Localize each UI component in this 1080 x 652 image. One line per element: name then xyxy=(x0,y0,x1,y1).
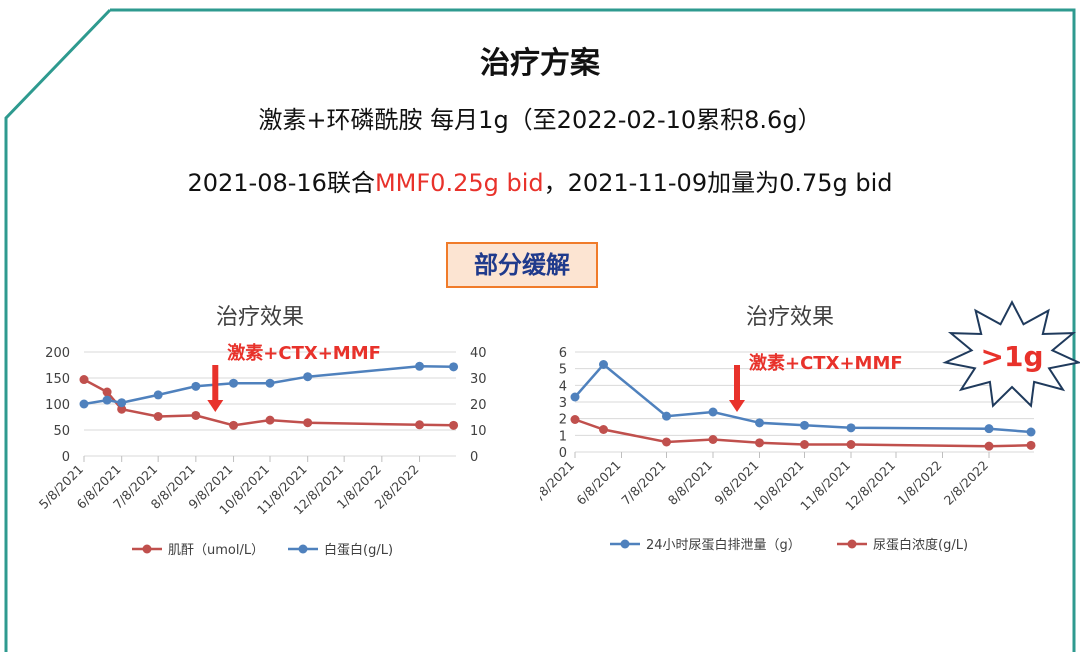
data-point xyxy=(984,424,994,434)
x-tick-label: 2/8/2022 xyxy=(941,458,991,508)
annotation-arrow xyxy=(729,365,745,412)
data-point xyxy=(117,404,127,414)
data-point xyxy=(102,395,112,405)
starburst-callout xyxy=(942,300,1080,408)
data-point xyxy=(229,420,239,430)
data-point xyxy=(265,415,275,425)
y-tick-label: 5 xyxy=(559,363,567,378)
legend-marker xyxy=(620,539,630,549)
data-point xyxy=(449,420,459,430)
legend-marker xyxy=(847,539,857,549)
y2-tick-label: 20 xyxy=(470,398,487,413)
chart-proteinuria: 治疗效果 0 12 3 45 6 5/8/20216/8/20217/8/20218/8/2… xyxy=(540,300,1080,553)
data-point xyxy=(755,418,764,428)
data-point xyxy=(229,378,239,388)
frame-border xyxy=(4,8,1076,652)
y2-tick-label: 30 xyxy=(470,372,487,387)
data-point xyxy=(449,362,459,372)
y-tick-label: 100 xyxy=(45,398,70,413)
y-tick-label: 1 xyxy=(559,429,567,444)
data-point xyxy=(599,425,608,434)
data-point xyxy=(265,378,275,388)
data-point xyxy=(755,438,764,448)
mmf-line-prefix: 2021-08-16联合 xyxy=(187,169,375,197)
legend-marker xyxy=(298,544,308,554)
legend-label: 白蛋白(g/L) xyxy=(324,542,393,558)
regimen-line: 激素+环磷酰胺 每月1g（至2022-02-10累积8.6g） xyxy=(258,106,822,134)
chart-title: 治疗效果 xyxy=(746,305,834,330)
legend-marker xyxy=(142,544,152,554)
data-point xyxy=(708,435,718,444)
data-point xyxy=(117,398,127,408)
y2-tick-label: 10 xyxy=(470,424,487,439)
partial-remission-badge: 部分缓解 xyxy=(446,242,598,288)
data-point xyxy=(800,440,809,449)
y-tick-label: 150 xyxy=(45,372,70,387)
y-tick-label: 0 xyxy=(559,446,567,461)
data-point xyxy=(846,440,856,449)
data-point xyxy=(191,410,201,420)
x-tick-label: 5/8/2021 xyxy=(540,458,577,508)
data-point xyxy=(79,375,89,385)
y-tick-label: 3 xyxy=(559,396,567,411)
callout-label: >1g xyxy=(981,340,1044,373)
data-point xyxy=(662,437,671,447)
y2-tick-label: 0 xyxy=(470,450,478,465)
mmf-line: 2021-08-16联合MMF0.25g bid，2021-11-09加量为0.… xyxy=(0,163,1080,198)
data-point xyxy=(708,407,718,417)
y-tick-label: 200 xyxy=(45,346,70,361)
annotation-label: 激素+CTX+MMF xyxy=(749,352,903,374)
data-point xyxy=(570,392,580,402)
data-point xyxy=(662,411,671,421)
mmf-highlight: MMF0.25g bid xyxy=(374,169,544,197)
data-point xyxy=(415,361,425,371)
data-point xyxy=(153,390,163,400)
data-point xyxy=(1026,427,1036,437)
slide-title: 治疗方案 xyxy=(480,46,600,81)
x-tick-label: 6/8/2021 xyxy=(573,458,623,508)
mmf-line-suffix: ，2021-11-09加量为0.75g bid xyxy=(543,169,893,197)
data-point xyxy=(800,420,809,430)
data-point xyxy=(79,399,89,409)
data-point xyxy=(102,387,112,397)
legend-label: 肌酐（umol/L） xyxy=(168,543,264,558)
data-point xyxy=(984,441,994,451)
legend-label: 24小时尿蛋白排泄量（g） xyxy=(646,537,801,553)
data-point xyxy=(153,411,163,421)
data-point xyxy=(191,381,201,391)
chart-title: 治疗效果 xyxy=(216,305,304,330)
y-tick-label: 4 xyxy=(559,379,567,394)
annotation-arrow xyxy=(207,365,224,412)
data-point xyxy=(415,420,425,430)
annotation-label: 激素+CTX+MMF xyxy=(227,342,381,364)
x-tick-label: 7/8/2021 xyxy=(618,458,668,508)
chart-creatinine-albumin: 治疗效果0501001502000102030405/8/20216/8/202… xyxy=(36,305,487,558)
y-tick-label: 6 xyxy=(559,346,567,361)
y-tick-label: 2 xyxy=(559,413,567,428)
legend-label: 尿蛋白浓度(g/L) xyxy=(873,537,968,553)
data-point xyxy=(303,372,313,382)
x-tick-label: 8/8/2021 xyxy=(665,458,715,508)
data-point xyxy=(1026,440,1036,450)
y-tick-label: 0 xyxy=(62,450,70,465)
data-point xyxy=(303,418,313,428)
y-tick-label: 50 xyxy=(53,424,70,439)
data-point xyxy=(846,423,856,433)
y2-tick-label: 40 xyxy=(470,346,487,361)
data-point xyxy=(599,360,608,369)
data-point xyxy=(570,415,580,424)
x-tick-label: 1/8/2022 xyxy=(894,458,944,508)
